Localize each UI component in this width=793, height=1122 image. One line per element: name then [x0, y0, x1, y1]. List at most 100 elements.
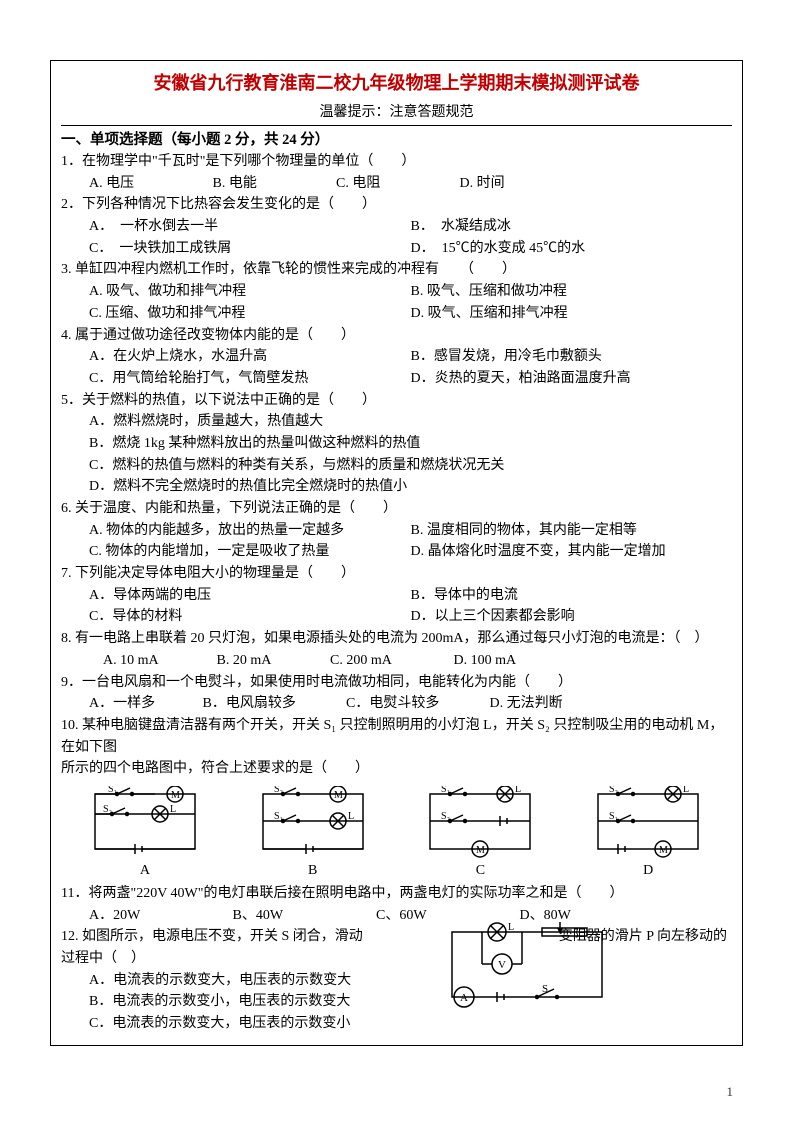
q2-opt-c: C． 一块铁加工成铁屑: [89, 238, 411, 260]
q3-opt-b: B. 吸气、压缩和做功冲程: [411, 281, 733, 303]
section-1-heading: 一、单项选择题（每小题 2 分，共 24 分）: [61, 128, 732, 149]
q2-stem: 2．下列各种情况下比热容会发生变化的是（ ）: [61, 194, 732, 216]
q11-stem: 11．将两盏"220V 40W"的电灯串联后接在照明电路中，两盏电灯的实际功率之…: [61, 883, 732, 905]
q5-opt-d: D．燃料不完全燃烧时的热值比完全燃烧时的热值小: [89, 476, 732, 498]
q6-opt-a: A. 物体的内能越多，放出的热量一定越多: [89, 520, 411, 542]
q2-opt-d: D． 15℃的水变成 45℃的水: [411, 238, 733, 260]
q9-opt-d: D. 无法判断: [490, 693, 600, 715]
q10-stem-2: 所示的四个电路图中，符合上述要求的是（ ）: [61, 758, 732, 780]
q7-opt-b: B．导体中的电流: [411, 585, 733, 607]
q4-opt-b: B．感冒发烧，用冷毛巾敷额头: [411, 346, 733, 368]
q10-stem-1: 10. 某种电脑键盘清洁器有两个开关，开关 S₁ 只控制照明用的小灯泡 L，开关…: [61, 715, 732, 758]
q9-options: A．一样多 B．电风扇较多 C．电熨斗较多 D. 无法判断: [61, 693, 732, 715]
q6-opt-c: C. 物体的内能增加，一定是吸收了热量: [89, 541, 411, 563]
q4-opt-d: D．炎热的夏天，柏油路面温度升高: [411, 368, 733, 390]
svg-text:V: V: [498, 959, 506, 971]
svg-text:L: L: [508, 922, 514, 933]
circuit-d-svg: S₂ L S₁ M: [583, 786, 713, 861]
q4-opt-c: C．用气筒给轮胎打气，气筒壁发热: [89, 368, 411, 390]
q7-stem: 7. 下列能决定导体电阻大小的物理量是（ ）: [61, 563, 732, 585]
svg-text:A: A: [460, 992, 468, 1004]
q10-circuits: S₁ M S₂ L A: [61, 786, 732, 879]
q2-options: A． 一杯水倒去一半 B． 水凝结成冰 C． 一块铁加工成铁屑 D． 15℃的水…: [61, 216, 732, 259]
svg-text:S₁: S₁: [274, 811, 283, 822]
q3-opt-c: C. 压缩、做功和排气冲程: [89, 303, 411, 325]
q1-options: A. 电压 B. 电能 C. 电阻 D. 时间: [61, 173, 732, 195]
svg-text:S₂: S₂: [103, 804, 112, 815]
svg-text:S: S: [542, 983, 548, 995]
q4-opt-a: A．在火炉上烧水，水温升高: [89, 346, 411, 368]
divider: [61, 125, 732, 126]
q12-block: 12. 如图所示，电源电压不变，开关 S 闭合，滑动 变阻器的滑片 P 向左移动…: [61, 926, 732, 1034]
q8-options: A. 10 mA B. 20 mA C. 200 mA D. 100 mA: [61, 650, 732, 672]
svg-text:M: M: [659, 845, 668, 856]
svg-text:M: M: [171, 790, 180, 801]
q8-stem: 8. 有一电路上串联着 20 只灯泡，如果电源插头处的电流为 200mA，那么通…: [61, 628, 732, 650]
q9-opt-b: B．电风扇较多: [203, 693, 343, 715]
q7-opt-a: A．导体两端的电压: [89, 585, 411, 607]
q5-stem: 5．关于燃料的热值，以下说法中正确的是（ ）: [61, 390, 732, 412]
q5-opt-a: A．燃料燃烧时，质量越大，热值越大: [89, 411, 732, 433]
q6-stem: 6. 关于温度、内能和热量，下列说法正确的是（ ）: [61, 498, 732, 520]
exam-tip: 温馨提示：注意答题规范: [61, 101, 732, 121]
svg-text:S₁: S₁: [441, 786, 450, 795]
q11-opt-b: B、40W: [233, 905, 373, 927]
svg-text:L: L: [348, 811, 354, 822]
q3-stem: 3. 单缸四冲程内燃机工作时，依靠飞轮的惯性来完成的冲程有 （ ）: [61, 259, 732, 281]
q2-opt-a: A． 一杯水倒去一半: [89, 216, 411, 238]
q7-opt-d: D．以上三个因素都会影响: [411, 606, 733, 628]
q11-options: A．20W B、40W C、60W D、80W: [61, 905, 732, 927]
q8-opt-a: A. 10 mA: [103, 650, 213, 672]
circuit-c-svg: S₁ L S₂ M: [415, 786, 545, 861]
circuit-a: S₁ M S₂ L A: [75, 786, 215, 879]
q5-opt-c: C．燃料的热值与燃料的种类有关系，与燃料的质量和燃烧状况无关: [89, 455, 732, 477]
svg-text:L: L: [515, 786, 521, 795]
svg-text:M: M: [334, 790, 343, 801]
svg-text:S₂: S₂: [274, 786, 283, 795]
q1-opt-d: D. 时间: [460, 173, 580, 195]
q2-opt-b: B． 水凝结成冰: [411, 216, 733, 238]
svg-text:M: M: [476, 845, 485, 856]
svg-text:L: L: [170, 804, 176, 815]
q9-opt-c: C．电熨斗较多: [346, 693, 486, 715]
circuit-a-label: A: [140, 863, 150, 878]
q3-options: A. 吸气、做功和排气冲程 B. 吸气、压缩和做功冲程 C. 压缩、做功和排气冲…: [61, 281, 732, 324]
q9-stem: 9．一台电风扇和一个电熨斗，如果使用时电流做功相同，电能转化为内能（ ）: [61, 672, 732, 694]
q7-options: A．导体两端的电压 B．导体中的电流 C．导体的材料 D．以上三个因素都会影响: [61, 585, 732, 628]
q6-opt-d: D. 晶体熔化时温度不变，其内能一定增加: [411, 541, 733, 563]
circuit-b: S₂ M S₁ L B: [243, 786, 383, 879]
page-number: 1: [727, 1084, 734, 1100]
q8-opt-d: D. 100 mA: [454, 650, 564, 672]
q3-opt-d: D. 吸气、压缩和排气冲程: [411, 303, 733, 325]
q1-opt-c: C. 电阻: [336, 173, 456, 195]
circuit-c-label: C: [476, 863, 485, 878]
circuit-d: S₂ L S₁ M D: [578, 786, 718, 879]
q9-opt-a: A．一样多: [89, 693, 199, 715]
q8-opt-b: B. 20 mA: [217, 650, 327, 672]
q12-stem: 12. 如图所示，电源电压不变，开关 S 闭合，滑动 变阻器的滑片 P 向左移动…: [61, 926, 732, 969]
q12-opt-c: C．电流表的示数变大，电压表的示数变小: [89, 1013, 732, 1035]
q12-opt-a: A．电流表的示数变大，电压表的示数变大: [89, 970, 732, 992]
svg-text:S₂: S₂: [609, 786, 618, 795]
page-border: 安徽省九行教育淮南二校九年级物理上学期期末模拟测评试卷 温馨提示：注意答题规范 …: [50, 60, 743, 1046]
q4-options: A．在火炉上烧水，水温升高 B．感冒发烧，用冷毛巾敷额头 C．用气筒给轮胎打气，…: [61, 346, 732, 389]
svg-text:L: L: [683, 786, 689, 795]
circuit-b-label: B: [308, 863, 317, 878]
q5-opt-b: B．燃烧 1kg 某种燃料放出的热量叫做这种燃料的热值: [89, 433, 732, 455]
q4-stem: 4. 属于通过做功途径改变物体内能的是（ ）: [61, 325, 732, 347]
q1-opt-b: B. 电能: [213, 173, 333, 195]
circuit-a-svg: S₁ M S₂ L: [80, 786, 210, 861]
q11-opt-a: A．20W: [89, 905, 229, 927]
q6-options: A. 物体的内能越多，放出的热量一定越多 B. 温度相同的物体，其内能一定相等 …: [61, 520, 732, 563]
q12-opt-b: B．电流表的示数变小，电压表的示数变大: [89, 991, 732, 1013]
svg-text:S₁: S₁: [108, 786, 117, 795]
q12-circuit-svg: L P V A S: [442, 922, 612, 1012]
q8-opt-c: C. 200 mA: [330, 650, 450, 672]
svg-text:P: P: [558, 922, 564, 924]
q7-opt-c: C．导体的材料: [89, 606, 411, 628]
circuit-b-svg: S₂ M S₁ L: [248, 786, 378, 861]
circuit-c: S₁ L S₂ M C: [410, 786, 550, 879]
q1-opt-a: A. 电压: [89, 173, 209, 195]
circuit-d-label: D: [643, 863, 653, 878]
q3-opt-a: A. 吸气、做功和排气冲程: [89, 281, 411, 303]
